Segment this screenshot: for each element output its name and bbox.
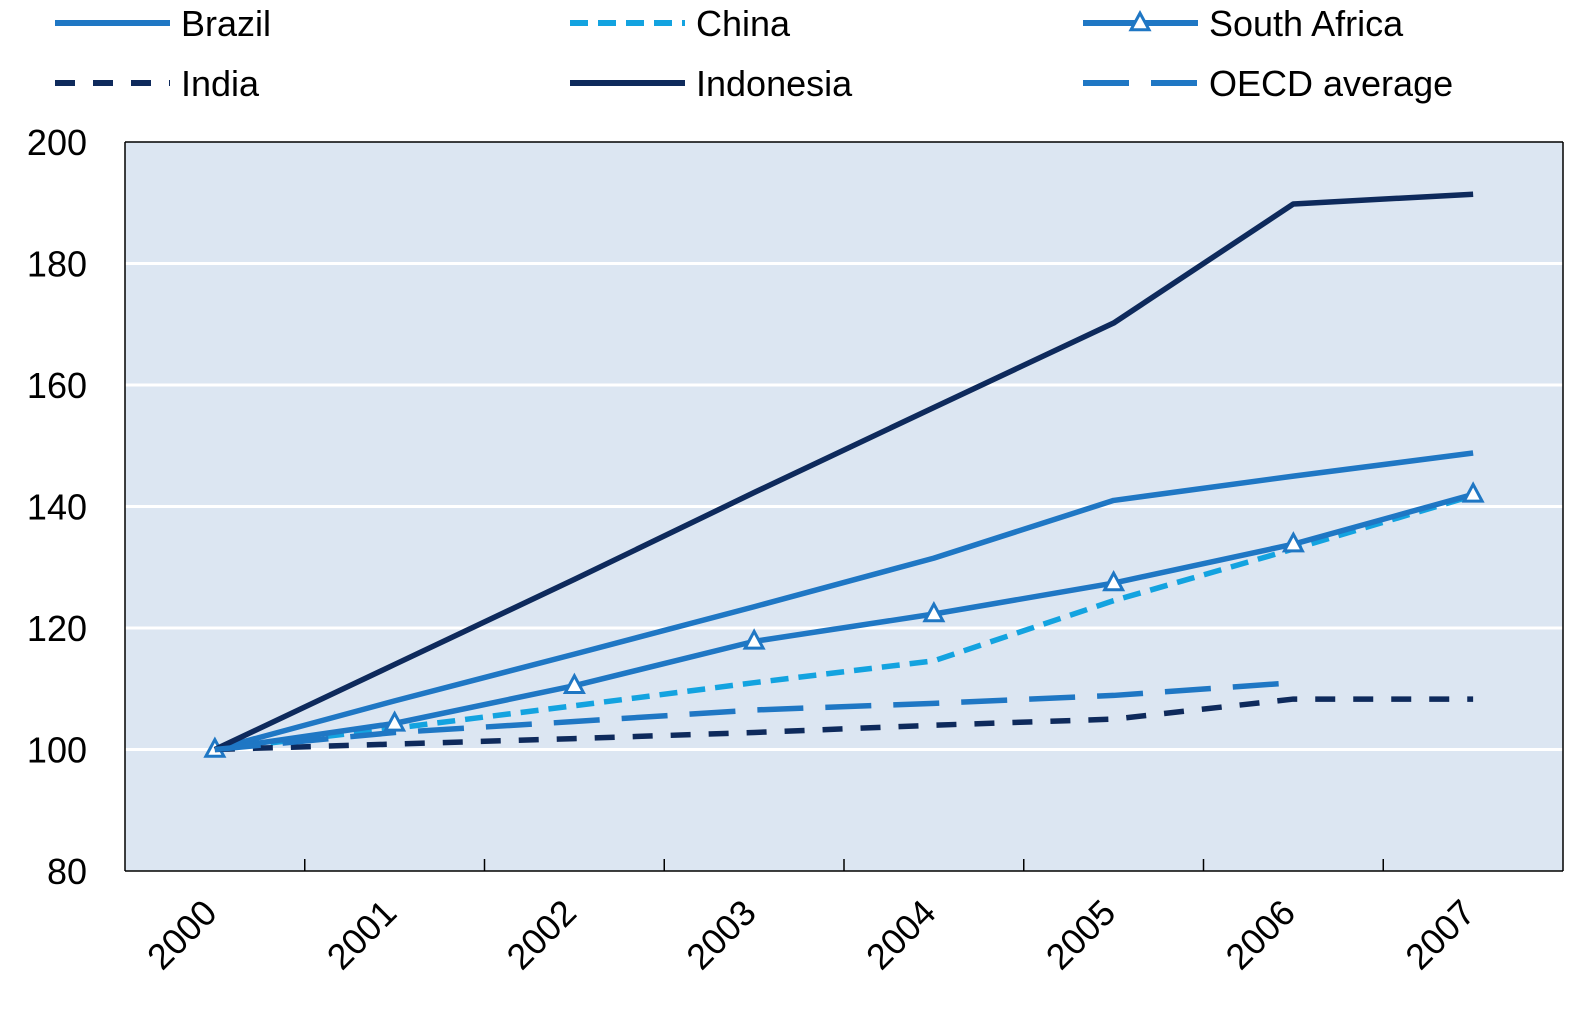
x-tick-label-2001: 2001 xyxy=(319,892,405,978)
legend-label-brazil: Brazil xyxy=(181,3,271,44)
marker-south-africa-2004 xyxy=(922,600,946,623)
legend-label-south-africa: South Africa xyxy=(1209,3,1404,44)
series-line-india xyxy=(214,696,1474,753)
series-line-oecd-average xyxy=(214,679,1294,753)
x-tick-label-2006: 2006 xyxy=(1217,892,1303,978)
marker-south-africa-2007 xyxy=(1461,481,1485,503)
y-tick-label-140: 140 xyxy=(27,487,87,528)
y-tick-label-200: 200 xyxy=(27,122,87,163)
legend-label-china: China xyxy=(696,3,791,44)
x-tick-label-2004: 2004 xyxy=(858,892,944,978)
series-line-china xyxy=(214,492,1474,753)
series-brazil xyxy=(214,450,1474,753)
legend-entry-india: India xyxy=(55,63,260,104)
legend-entry-china: China xyxy=(570,3,791,44)
y-tick-label-80: 80 xyxy=(47,851,87,892)
legend-entry-oecd-average: OECD average xyxy=(1083,63,1453,104)
y-tick-label-120: 120 xyxy=(27,608,87,649)
y-tick-label-180: 180 xyxy=(27,244,87,285)
series-line-south-africa xyxy=(214,491,1474,753)
y-tick-label-160: 160 xyxy=(27,365,87,406)
x-tick-label-2003: 2003 xyxy=(678,892,764,978)
legend-entry-brazil: Brazil xyxy=(55,3,271,44)
marker-south-africa-2006 xyxy=(1281,531,1305,553)
legend-marker-south-africa xyxy=(1128,9,1152,32)
legend-label-oecd-average: OECD average xyxy=(1209,63,1453,104)
marker-south-africa-2005 xyxy=(1102,569,1126,592)
axes xyxy=(124,141,1564,872)
y-tick-label-100: 100 xyxy=(27,730,87,771)
series-indonesia xyxy=(213,191,1474,752)
legend-entry-indonesia: Indonesia xyxy=(570,63,853,104)
legend-label-india: India xyxy=(181,63,260,104)
x-tick-label-2000: 2000 xyxy=(139,892,225,978)
x-tick-label-2002: 2002 xyxy=(498,892,584,978)
x-tick-label-2005: 2005 xyxy=(1038,892,1124,978)
x-tick-label-2007: 2007 xyxy=(1397,892,1483,978)
legend-entry-south-africa: South Africa xyxy=(1083,3,1404,44)
series-line-indonesia xyxy=(213,191,1474,752)
series-line-brazil xyxy=(214,450,1474,753)
legend: Brazil China South Africa India Indonesia OEC… xyxy=(55,3,1453,104)
series-oecd-average xyxy=(214,679,1294,753)
series-china xyxy=(214,492,1474,753)
marker-south-africa-2003 xyxy=(742,628,766,650)
series-group xyxy=(203,191,1485,758)
marker-south-africa-2002 xyxy=(562,672,586,694)
series-india xyxy=(214,696,1474,753)
legend-label-indonesia: Indonesia xyxy=(696,63,853,104)
